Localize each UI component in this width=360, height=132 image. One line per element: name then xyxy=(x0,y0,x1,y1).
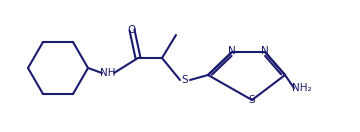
Text: S: S xyxy=(182,75,188,85)
Text: NH: NH xyxy=(100,68,116,78)
Text: NH₂: NH₂ xyxy=(292,83,312,93)
Text: N: N xyxy=(228,46,236,56)
Text: O: O xyxy=(128,25,136,35)
Text: S: S xyxy=(249,95,255,105)
Text: N: N xyxy=(261,46,269,56)
